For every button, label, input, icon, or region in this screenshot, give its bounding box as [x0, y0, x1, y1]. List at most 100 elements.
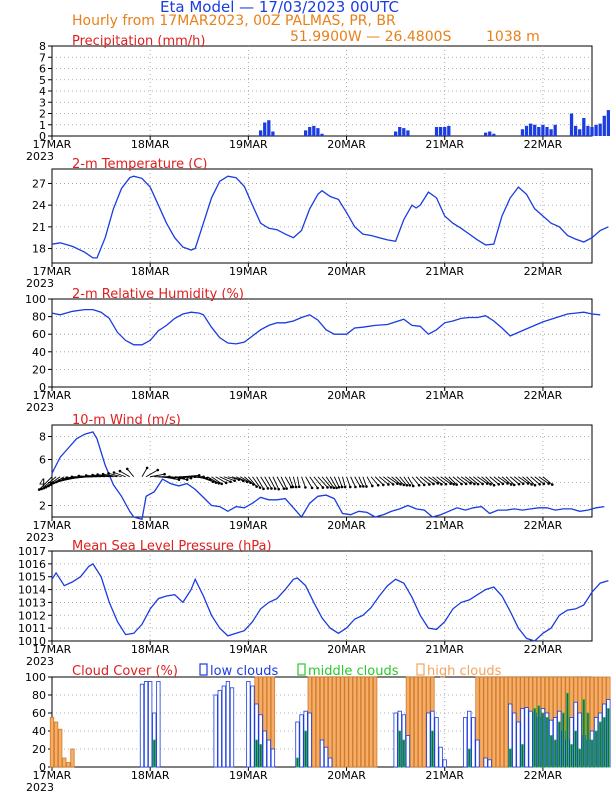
wind-barb	[252, 476, 261, 488]
high-clouds-bar	[487, 676, 492, 768]
low-clouds-bar	[225, 681, 231, 768]
wind-barb-head	[354, 485, 357, 489]
middle-clouds-bar	[431, 730, 434, 768]
precip-bar	[598, 123, 602, 136]
precip-bar	[582, 118, 586, 136]
wind-barb-head	[277, 487, 281, 491]
precip-xtick-label: 21MAR	[425, 138, 464, 151]
wind-barb-head	[399, 482, 402, 486]
low-clouds-bar	[528, 710, 533, 768]
wind-barb-head	[101, 472, 105, 476]
precip-ytick-label: 3	[39, 96, 46, 109]
middle-clouds-bar	[255, 739, 258, 768]
middle-clouds-bar	[582, 699, 586, 768]
wind-barb	[481, 476, 491, 485]
wind-barb-head	[371, 484, 374, 488]
wind-barb	[493, 476, 504, 485]
wind-barb	[243, 476, 254, 485]
precip-ytick-label: 8	[39, 40, 46, 53]
wind-barb-head	[542, 482, 546, 486]
wind-barb	[542, 476, 553, 485]
humidity-xtick-label: 17MAR	[33, 389, 72, 402]
wind-barb-head	[455, 483, 458, 486]
wind-barb	[485, 476, 495, 486]
wind-xtick-label: 20MAR	[327, 519, 366, 532]
cloud-legend-swatch	[416, 663, 425, 676]
precip-bar	[533, 124, 537, 136]
clouds-ytick-label: 60	[32, 707, 46, 720]
wind-barb-head	[547, 482, 550, 485]
wind-barb-head	[329, 486, 333, 489]
low-clouds-bar	[266, 739, 271, 768]
wind-barb	[440, 476, 451, 485]
wind-barb-head	[262, 487, 265, 491]
high-clouds-bar	[479, 676, 484, 768]
wind-barb	[513, 476, 524, 485]
wind-barb-head	[405, 483, 409, 487]
high-clouds-bar	[364, 676, 370, 768]
cloud-legend-swatch	[199, 663, 208, 676]
wind-barb-head	[501, 482, 505, 486]
precip-bar	[312, 125, 316, 136]
precip-bar	[406, 130, 410, 136]
wind-barb-head	[282, 487, 286, 490]
wind-barb-head	[335, 486, 338, 490]
wind-barb-head	[297, 485, 301, 489]
wind-barb	[313, 476, 324, 488]
precip-bar	[590, 127, 594, 136]
high-clouds-bar	[62, 757, 67, 768]
wind-barb	[325, 476, 335, 489]
high-clouds-bar	[344, 676, 349, 768]
high-clouds-bar	[66, 762, 71, 768]
temperature-panel	[48, 168, 609, 267]
precip-bar	[488, 131, 492, 136]
wind-barb-head	[332, 486, 336, 490]
low-clouds-bar	[270, 748, 276, 768]
clouds-xtick-label: 19MAR	[229, 769, 268, 782]
wind-barb-head	[440, 482, 443, 486]
clouds-ytick-label: 100	[25, 671, 46, 684]
wind-barb-head	[185, 478, 189, 481]
wind-barb-head	[37, 488, 41, 491]
wind-barb-head	[489, 482, 492, 486]
low-clouds-bar	[328, 757, 333, 768]
low-clouds-bar	[524, 707, 529, 768]
pressure-panel	[48, 550, 609, 645]
clouds-ytick-label: 0	[39, 761, 46, 774]
middle-clouds-bar	[549, 735, 553, 768]
clouds-panel	[48, 663, 611, 771]
wind-barb-head	[538, 482, 541, 486]
middle-clouds-bar	[537, 705, 541, 768]
temperature-xtick-label: 21MAR	[425, 265, 464, 278]
precip-ytick-label: 7	[39, 51, 46, 64]
middle-clouds-bar	[402, 739, 406, 768]
wind-barb-head	[530, 483, 533, 486]
low-clouds-bar	[246, 681, 251, 768]
wind-barb	[321, 476, 332, 488]
wind-barb-head	[391, 483, 395, 486]
wind-barb-head	[177, 478, 181, 481]
wind-barb	[452, 476, 462, 485]
pressure-xtick-label: 21MAR	[425, 643, 464, 656]
wind-barb-head	[197, 474, 201, 477]
wind-barb	[530, 476, 540, 485]
wind-barb	[346, 476, 351, 488]
low-clouds-bar	[393, 712, 398, 768]
wind-barb	[342, 476, 346, 488]
temperature-year-label: 2023	[26, 277, 54, 290]
clouds-ytick-label: 40	[32, 725, 46, 738]
middle-clouds-bar	[533, 708, 537, 768]
humidity-year-label: 2023	[26, 401, 54, 414]
wind-barb-head	[506, 482, 509, 485]
wind-barb	[468, 476, 479, 485]
low-clouds-bar	[512, 712, 517, 768]
precip-bar	[586, 125, 590, 136]
precip-bar	[492, 133, 496, 136]
middle-clouds-bar	[152, 739, 156, 768]
wind-barb-head	[255, 485, 258, 488]
middle-clouds-bar	[553, 739, 557, 768]
wind-xtick-label: 17MAR	[33, 519, 72, 532]
wind-barb	[108, 472, 122, 478]
wind-panel	[37, 424, 605, 521]
humidity-xtick-label: 22MAR	[524, 389, 563, 402]
